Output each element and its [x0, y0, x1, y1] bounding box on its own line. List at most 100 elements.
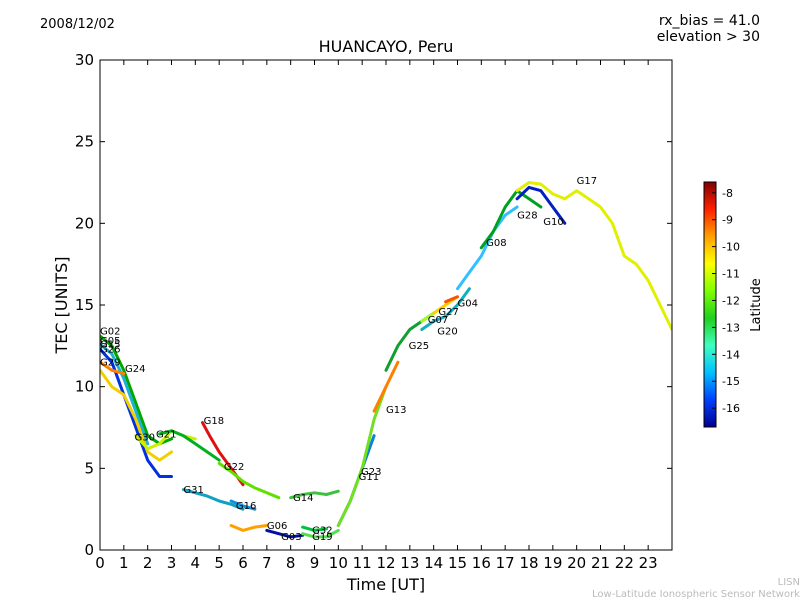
series-line-g29 — [100, 360, 126, 376]
x-tick-label: 7 — [262, 554, 272, 572]
colorbar-tick-label: -9 — [722, 214, 733, 227]
satellite-label-g31: G31 — [183, 485, 203, 496]
x-axis-label: Time [UT] — [346, 575, 425, 594]
colorbar-tick-label: -14 — [722, 348, 740, 361]
x-tick-label: 23 — [639, 554, 658, 572]
x-tick-label: 2 — [143, 554, 153, 572]
satellite-label-g20: G20 — [437, 326, 457, 337]
satellite-label-g03: G03 — [281, 532, 301, 543]
satellite-label-g04: G04 — [458, 299, 478, 310]
x-tick-label: 3 — [167, 554, 177, 572]
satellite-label-g08: G08 — [486, 238, 506, 249]
satellite-label-g32: G32 — [312, 526, 332, 537]
series-line-g03 — [265, 528, 305, 539]
satellite-label-g30: G30 — [135, 433, 155, 444]
series-line-g14 — [289, 489, 340, 500]
x-tick-label: 18 — [519, 554, 538, 572]
x-tick-label: 13 — [400, 554, 419, 572]
chart-title: HUANCAYO, Peru — [319, 37, 454, 56]
series-line-g26 — [100, 347, 173, 478]
satellite-label-g25: G25 — [409, 341, 429, 352]
series-line-g16 — [229, 499, 257, 511]
x-tick-label: 8 — [286, 554, 296, 572]
series-line-g22 — [217, 461, 281, 500]
y-tick-label: 30 — [75, 51, 94, 69]
x-tick-label: 1 — [119, 554, 129, 572]
series-line-g19 — [301, 528, 340, 539]
x-tick-label: 5 — [214, 554, 224, 572]
x-tick-label: 19 — [543, 554, 562, 572]
satellite-label-g22: G22 — [224, 462, 244, 473]
x-tick-label: 0 — [95, 554, 105, 572]
y-tick-label: 20 — [75, 214, 94, 232]
satellite-label-g06: G06 — [267, 521, 287, 532]
satellite-label-g13: G13 — [386, 405, 406, 416]
satellite-label-g27: G27 — [438, 307, 458, 318]
series-line-g04 — [444, 295, 459, 304]
satellite-label-g02: G02 — [100, 326, 120, 337]
satellite-label-g28: G28 — [517, 210, 537, 221]
series-line-g11 — [336, 385, 388, 527]
date-label: 2008/12/02 — [40, 17, 115, 32]
series-line-g13 — [372, 360, 400, 413]
colorbar-tick-label: -13 — [722, 321, 740, 334]
satellite-label-g21: G21 — [156, 429, 176, 440]
colorbar-tick-label: -12 — [722, 294, 740, 307]
satellite-label-g26: G26 — [100, 344, 120, 355]
y-axis-label: TEC [UNITS] — [52, 257, 71, 355]
plot-frame — [99, 59, 673, 551]
network-full-label: Low-Latitude Ionospheric Sensor Network — [592, 589, 800, 600]
satellite-label-g15: G15 — [100, 339, 120, 350]
satellite-label-g18: G18 — [204, 416, 224, 427]
satellite-label-g05: G05 — [100, 336, 120, 347]
x-tick-label: 22 — [615, 554, 634, 572]
y-tick-label: 15 — [75, 296, 94, 314]
x-tick-label: 17 — [496, 554, 515, 572]
satellite-label-g10: G10 — [543, 217, 563, 228]
x-tick-label: 16 — [472, 554, 491, 572]
x-tick-label: 21 — [591, 554, 610, 572]
colorbar-tick-label: -11 — [722, 268, 740, 281]
y-tick-label: 25 — [75, 133, 94, 151]
satellite-label-g29: G29 — [100, 357, 120, 368]
y-tick-label: 0 — [84, 541, 94, 559]
satellite-label-g17: G17 — [577, 176, 597, 187]
elevation-label: elevation > 30 — [656, 29, 760, 45]
y-tick-label: 10 — [75, 378, 94, 396]
satellite-label-g07: G07 — [428, 315, 448, 326]
y-tick-label: 5 — [84, 459, 94, 477]
series-line-g32 — [301, 525, 328, 532]
x-tick-label: 11 — [353, 554, 372, 572]
x-tick-label: 10 — [329, 554, 348, 572]
x-tick-label: 15 — [448, 554, 467, 572]
colorbar-tick-label: -16 — [722, 402, 740, 415]
satellite-label-g14: G14 — [293, 493, 313, 504]
colorbar-label: Latitude — [749, 278, 764, 332]
satellite-label-g19: G19 — [312, 532, 332, 543]
network-short-label: LISN — [777, 577, 800, 588]
x-tick-label: 14 — [424, 554, 443, 572]
satellite-label-g16: G16 — [236, 501, 256, 512]
series-line-g05 — [100, 342, 150, 446]
axis-ticks: 0 1 2 3 4 5 6 7 8 9 10 11 12 13 14 15 16 17 18 19 20 21 22 2305… — [75, 51, 672, 572]
colorbar-tick-label: -8 — [722, 187, 733, 200]
series-line-g17 — [515, 181, 672, 331]
rx-bias-label: rx_bias = 41.0 — [658, 13, 760, 29]
colorbar-tick-label: -15 — [722, 375, 740, 388]
satellite-label-g11: G11 — [359, 472, 379, 483]
x-tick-label: 12 — [376, 554, 395, 572]
series-line-g20 — [420, 287, 471, 331]
series-line-g10 — [515, 185, 567, 225]
series-line-g21 — [158, 429, 221, 462]
colorbar-ticks: -8 -9 -10 -11 -12 -13 -14 -15 -16 — [712, 187, 740, 415]
series-layer — [100, 181, 672, 539]
x-tick-label: 6 — [238, 554, 248, 572]
colorbar-tick-label: -10 — [722, 241, 740, 254]
x-tick-label: 4 — [191, 554, 201, 572]
x-tick-label: 20 — [567, 554, 586, 572]
series-line-g24 — [100, 368, 173, 462]
series-line-g08 — [456, 205, 519, 291]
colorbar — [703, 181, 717, 428]
